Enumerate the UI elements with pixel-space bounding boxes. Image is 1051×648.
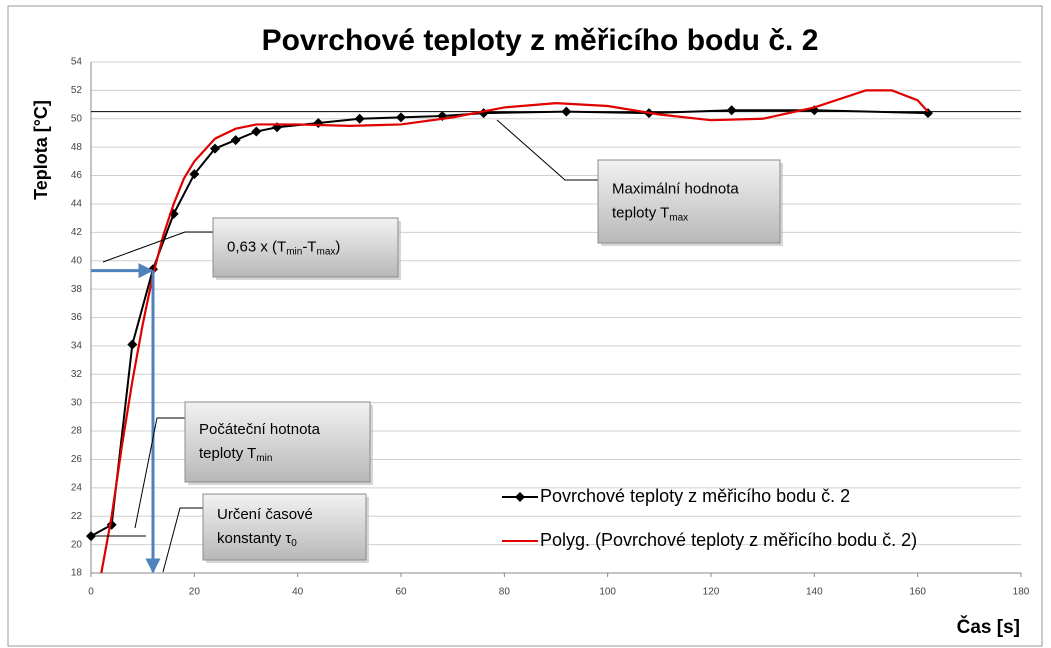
x-axis-title: Čas [s] [957, 616, 1020, 638]
callout-line [134, 417, 185, 529]
chart-title: Povrchové teploty z měřicího bodu č. 2 [262, 24, 819, 57]
data-point [189, 169, 200, 180]
annotation-subscript: max [316, 246, 335, 257]
annotation-segment: ) [335, 238, 340, 255]
data-point [210, 143, 220, 154]
y-tick-label: 28 [71, 426, 83, 437]
annotation-box [184, 401, 371, 483]
y-tick-label: 44 [71, 199, 83, 210]
callout-line [162, 507, 203, 573]
legend-marker [515, 492, 525, 502]
annotation-subscript: min [286, 246, 302, 257]
y-tick-label: 52 [71, 85, 83, 96]
x-tick-label: 120 [703, 587, 720, 598]
y-tick-label: 48 [71, 142, 83, 153]
y-tick-label: 42 [71, 227, 83, 238]
series-line [100, 89, 929, 574]
data-point [354, 113, 365, 124]
annotation-text: Maximální hodnota [612, 180, 739, 197]
x-tick-label: 140 [806, 587, 823, 598]
data-point [251, 126, 262, 137]
annotation-text: 0,63 x (Tmin-Tmax) [227, 238, 340, 257]
annotation-segment: teploty T [612, 204, 669, 221]
annotation-segment: Určení časové [217, 506, 313, 523]
y-tick-label: 32 [71, 369, 83, 380]
y-tick-label: 20 [71, 539, 83, 550]
x-tick-label: 100 [599, 587, 616, 598]
x-tick-label: 0 [88, 587, 94, 598]
annotation-text: teploty Tmin [199, 445, 272, 464]
y-tick-label: 26 [71, 454, 83, 465]
data-point [313, 118, 324, 129]
annotation-box [202, 493, 367, 561]
annotation-segment: Maximální hodnota [612, 180, 739, 197]
annotation-subscript: max [669, 212, 688, 223]
data-point [396, 112, 406, 123]
y-tick-label: 38 [71, 284, 83, 295]
callout-line [496, 119, 598, 181]
data-point [726, 105, 737, 116]
annotation-subscript: 0 [291, 538, 297, 549]
data-point [923, 108, 933, 119]
x-tick-label: 160 [909, 587, 926, 598]
data-point [561, 106, 572, 117]
annotation-text: Určení časové [217, 506, 313, 523]
y-tick-label: 50 [71, 113, 83, 124]
annotation-segment: 0,63 x (T [227, 238, 286, 255]
y-tick-label: 24 [71, 482, 83, 493]
y-tick-label: 36 [71, 312, 83, 323]
x-tick-label: 40 [292, 587, 304, 598]
x-tick-label: 80 [499, 587, 511, 598]
legend-label: Povrchové teploty z měřicího bodu č. 2 [540, 486, 850, 506]
y-tick-label: 22 [71, 511, 83, 522]
x-tick-label: 20 [189, 587, 201, 598]
annotation-box [212, 217, 399, 278]
annotation-text: teploty Tmax [612, 204, 688, 223]
y-tick-label: 40 [71, 255, 83, 266]
callout-line [102, 231, 213, 263]
annotation-segment: konstanty τ [217, 530, 291, 547]
y-tick-label: 46 [71, 170, 83, 181]
y-axis-title: Teplota [°C] [31, 100, 51, 200]
y-tick-label: 18 [71, 568, 83, 579]
legend-label: Polyg. (Povrchové teploty z měřicího bod… [540, 530, 917, 550]
y-tick-label: 34 [71, 341, 83, 352]
annotation-box [597, 159, 781, 244]
chart-frame [7, 5, 1043, 647]
annotation-segment: Počáteční hotnota [199, 421, 321, 438]
annotation-text: konstanty τ0 [217, 530, 297, 549]
x-tick-label: 180 [1013, 587, 1030, 598]
annotation-segment: -T [302, 238, 316, 255]
annotation-segment: teploty T [199, 445, 256, 462]
data-point [127, 339, 138, 350]
y-tick-label: 30 [71, 397, 83, 408]
x-tick-label: 60 [395, 587, 407, 598]
annotation-text: Počáteční hotnota [199, 421, 321, 438]
data-point [230, 135, 241, 146]
y-tick-label: 54 [71, 57, 83, 68]
annotation-subscript: min [256, 453, 272, 464]
